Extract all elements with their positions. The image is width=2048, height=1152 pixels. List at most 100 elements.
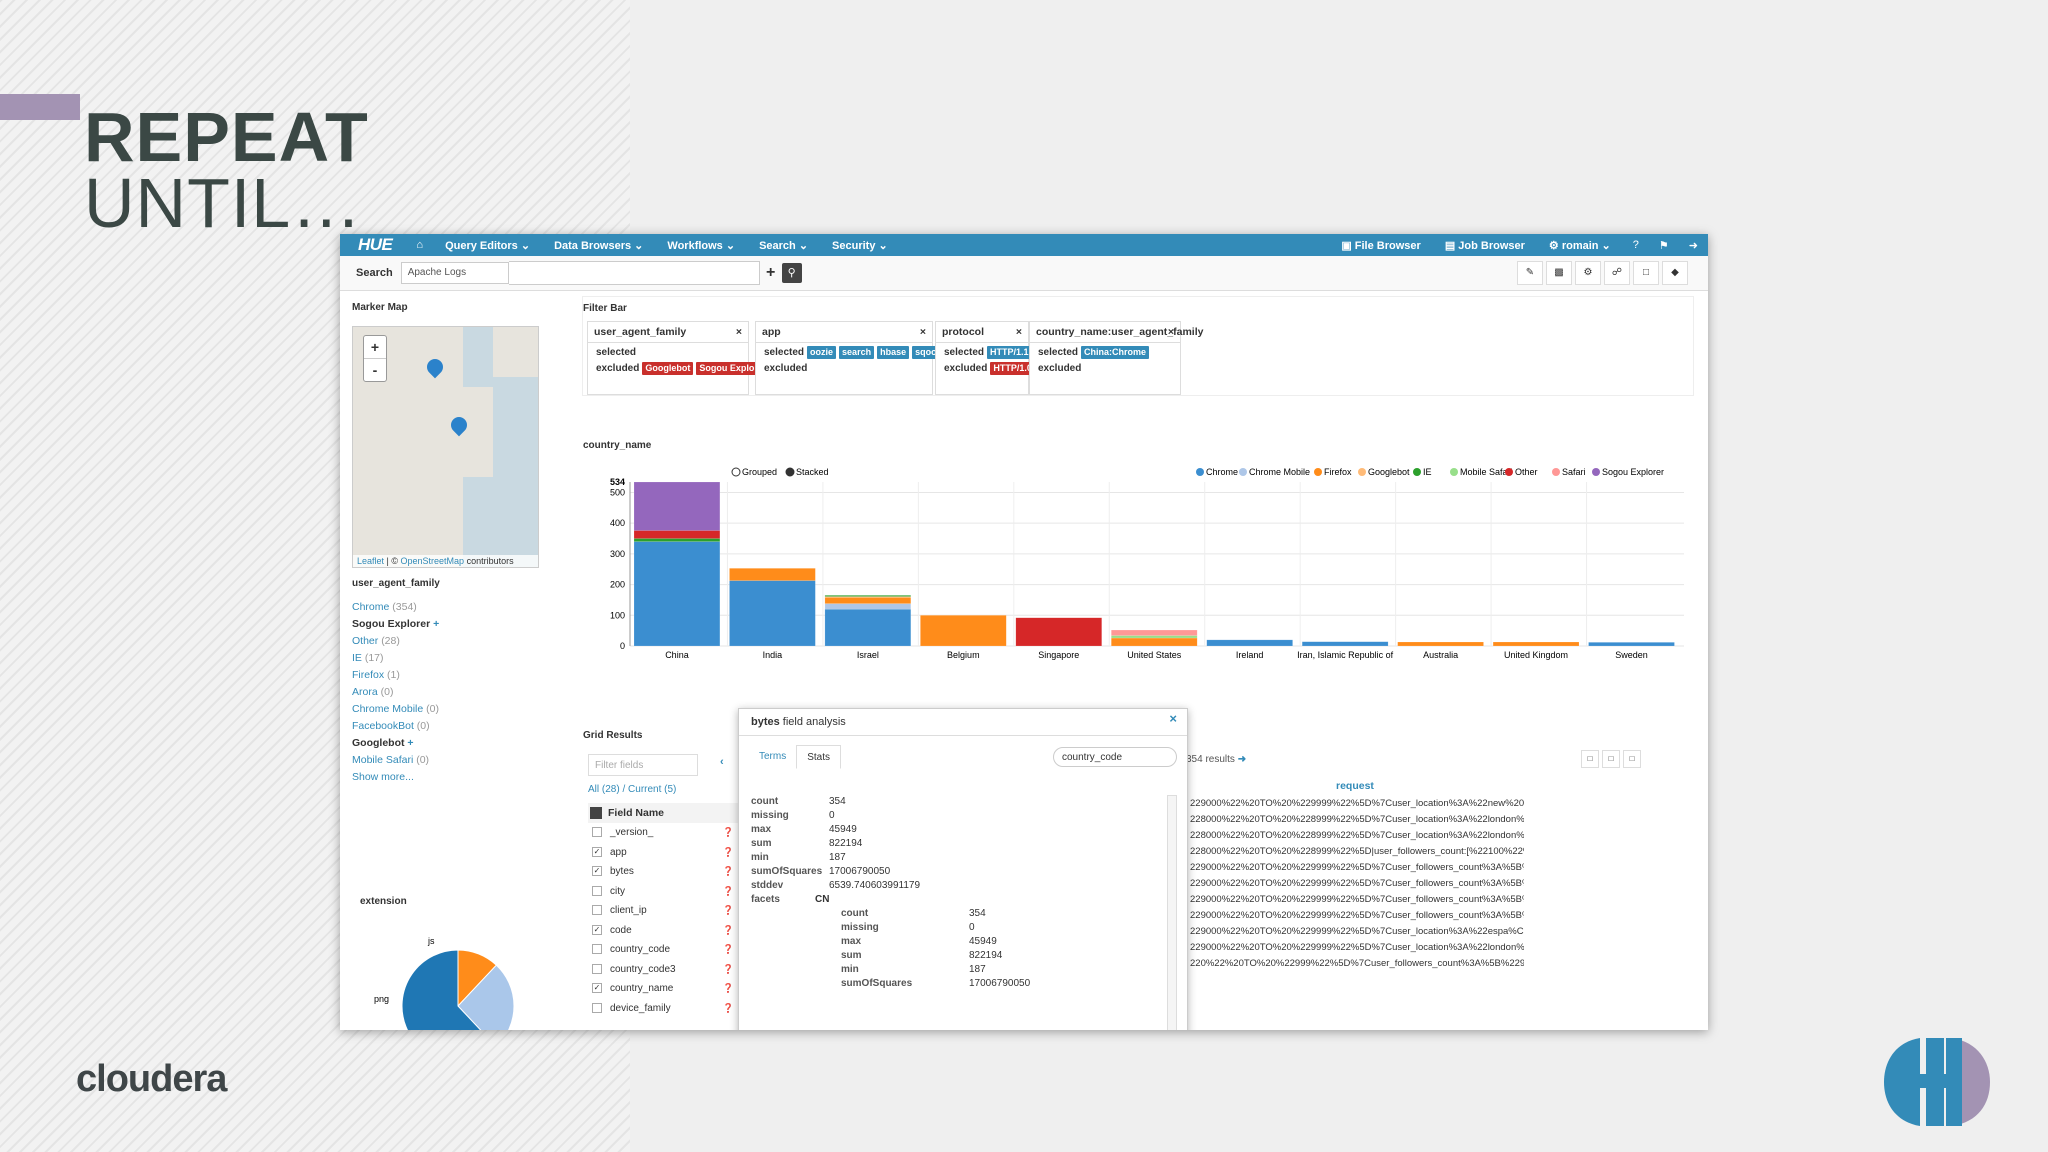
- leaflet-link[interactable]: Leaflet: [357, 556, 385, 566]
- bar-segment[interactable]: [1206, 639, 1293, 647]
- flag-icon[interactable]: ⚑: [1658, 239, 1669, 252]
- legend-swatch[interactable]: [1450, 468, 1458, 476]
- select-all-checkbox[interactable]: [590, 807, 602, 820]
- zoom-in-button[interactable]: +: [370, 339, 380, 355]
- home-icon[interactable]: ⌂: [416, 239, 424, 251]
- field-row[interactable]: device_family ❓: [588, 999, 738, 1019]
- nav-job-browser[interactable]: ▤ Job Browser: [1444, 239, 1525, 252]
- excluded-tag[interactable]: HTTP/1.0: [990, 362, 1035, 375]
- hue-logo[interactable]: HUE: [358, 235, 393, 254]
- bar-segment[interactable]: [729, 580, 816, 647]
- result-row[interactable]: 229000%22%20TO%20%229999%22%5D%7Cuser_fo…: [1190, 894, 1524, 905]
- edit-icon[interactable]: ✎: [1517, 261, 1543, 285]
- legend-swatch[interactable]: [1552, 468, 1560, 476]
- bar-segment[interactable]: [824, 608, 912, 647]
- bar-segment[interactable]: [824, 603, 912, 610]
- field-checkbox[interactable]: ✓: [592, 924, 602, 935]
- nav-user-menu[interactable]: ⚙ romain ⌄: [1548, 239, 1611, 252]
- facet-item[interactable]: IE (17): [352, 652, 384, 664]
- legend-swatch[interactable]: [1314, 468, 1322, 476]
- legend-label[interactable]: Other: [1515, 467, 1538, 477]
- legend-swatch[interactable]: [1413, 468, 1421, 476]
- excluded-tag[interactable]: Sogou Explorer: [696, 362, 770, 375]
- current-fields-link[interactable]: Current (5): [628, 784, 677, 795]
- legend-swatch[interactable]: [1196, 468, 1204, 476]
- facet-item[interactable]: Other (28): [352, 635, 400, 647]
- help-icon[interactable]: ❓: [722, 905, 734, 915]
- search-button[interactable]: ⚲: [781, 263, 802, 283]
- nav-security[interactable]: Security ⌄: [832, 239, 888, 252]
- bar-segment[interactable]: [824, 595, 912, 597]
- legend-swatch[interactable]: [1239, 468, 1247, 476]
- field-checkbox[interactable]: [592, 1002, 602, 1013]
- field-row[interactable]: country_code ❓: [588, 940, 738, 960]
- legend-label[interactable]: Chrome Mobile: [1249, 467, 1310, 477]
- add-query-button[interactable]: +: [766, 264, 776, 281]
- osm-link[interactable]: OpenStreetMap: [400, 556, 465, 566]
- logout-icon[interactable]: ➜: [1688, 239, 1698, 252]
- help-icon[interactable]: ❓: [722, 1002, 734, 1013]
- next-arrow-icon[interactable]: ➜: [1237, 754, 1247, 765]
- collapse-chevron-icon[interactable]: ‹: [720, 756, 724, 768]
- all-fields-link[interactable]: All (28): [588, 784, 620, 795]
- field-checkbox[interactable]: [592, 885, 602, 896]
- nav-data-browsers[interactable]: Data Browsers ⌄: [554, 239, 644, 252]
- pie-slice[interactable]: [401, 949, 496, 1030]
- help-icon[interactable]: ❓: [722, 924, 734, 935]
- bar-segment[interactable]: [633, 481, 721, 531]
- bar-segment[interactable]: [1015, 617, 1102, 647]
- field-row[interactable]: country_code3 ❓: [588, 960, 738, 980]
- new-icon[interactable]: □: [1633, 261, 1659, 285]
- help-icon[interactable]: ?: [1632, 239, 1639, 251]
- legend-label[interactable]: Safari: [1562, 467, 1586, 477]
- bar-segment[interactable]: [633, 541, 721, 647]
- remove-filter-icon[interactable]: ×: [1167, 326, 1174, 338]
- bar-segment[interactable]: [1397, 641, 1484, 647]
- legend-label[interactable]: Firefox: [1324, 467, 1352, 477]
- zoom-out-button[interactable]: -: [364, 358, 386, 381]
- grouped-radio[interactable]: [731, 467, 741, 477]
- field-row[interactable]: ✓ app ❓: [588, 843, 738, 863]
- bar-segment[interactable]: [920, 615, 1007, 647]
- show-more-link[interactable]: Show more...: [352, 771, 414, 783]
- field-row[interactable]: ✓ bytes ❓: [588, 862, 738, 882]
- nav-query-editors[interactable]: Query Editors ⌄: [445, 239, 531, 252]
- result-row[interactable]: 220%22%20TO%20%22999%22%5D%7Cuser_follow…: [1190, 958, 1524, 969]
- selected-tag[interactable]: search: [839, 346, 875, 359]
- field-checkbox[interactable]: [592, 827, 602, 838]
- selected-tag[interactable]: China:Chrome: [1081, 346, 1150, 359]
- bar-segment[interactable]: [1111, 635, 1198, 639]
- legend-label[interactable]: Googlebot: [1368, 467, 1410, 477]
- filter-fields-input[interactable]: Filter fields: [588, 754, 698, 776]
- legend-label[interactable]: IE: [1423, 467, 1432, 477]
- bar-segment[interactable]: [633, 538, 721, 542]
- bar-segment[interactable]: [729, 568, 816, 581]
- field-row[interactable]: _version_ ❓: [588, 823, 738, 843]
- bar-segment[interactable]: [633, 530, 721, 539]
- save-icon[interactable]: ▩: [1546, 261, 1572, 285]
- collection-select[interactable]: Apache Logs: [400, 262, 509, 284]
- help-icon[interactable]: ❓: [722, 944, 734, 954]
- field-checkbox[interactable]: [592, 944, 602, 955]
- column-header-request[interactable]: request: [1336, 780, 1374, 792]
- remove-filter-icon[interactable]: ×: [1015, 326, 1022, 338]
- bar-segment[interactable]: [1111, 637, 1198, 647]
- help-icon[interactable]: ❓: [722, 827, 734, 837]
- stacked-radio[interactable]: [785, 467, 795, 477]
- tab-terms[interactable]: Terms: [759, 751, 787, 762]
- help-icon[interactable]: ❓: [722, 983, 734, 993]
- legend-swatch[interactable]: [1358, 468, 1366, 476]
- result-row[interactable]: 229000%22%20TO%20%229999%22%5D%7Cuser_fo…: [1190, 910, 1524, 921]
- search-input[interactable]: [508, 261, 760, 285]
- facet-item[interactable]: Arora (0): [352, 686, 394, 698]
- bar-segment[interactable]: [1492, 641, 1580, 647]
- facet-item[interactable]: Googlebot +: [352, 737, 414, 749]
- close-icon[interactable]: ×: [1169, 711, 1177, 726]
- help-icon[interactable]: ❓: [722, 885, 734, 896]
- result-row[interactable]: 228000%22%20TO%20%228999%22%5D|user_foll…: [1190, 846, 1524, 857]
- field-row[interactable]: ✓ country_name ❓: [588, 979, 738, 999]
- result-row[interactable]: 229000%22%20TO%20%229999%22%5D%7Cuser_lo…: [1190, 926, 1524, 937]
- bar-segment[interactable]: [824, 597, 912, 604]
- field-row[interactable]: city ❓: [588, 882, 738, 902]
- marker-map[interactable]: + - Leaflet | © OpenStreetMap contributo…: [352, 326, 539, 568]
